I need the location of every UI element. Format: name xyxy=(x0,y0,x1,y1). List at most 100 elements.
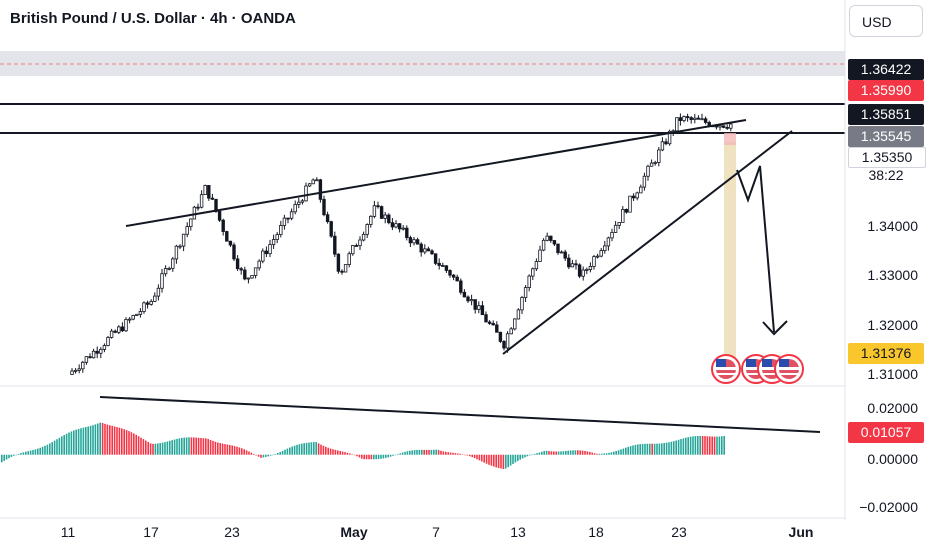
histogram-bar xyxy=(610,452,613,455)
histogram-bar xyxy=(89,425,92,455)
histogram-bar xyxy=(601,453,603,455)
histogram-bar xyxy=(92,425,94,455)
histogram-bar xyxy=(649,443,651,455)
candle-body xyxy=(322,198,326,216)
candle-body xyxy=(106,337,110,346)
histogram-bar xyxy=(481,454,483,462)
candle-body xyxy=(235,258,240,270)
histogram-bar xyxy=(567,450,569,455)
histogram-bar xyxy=(329,448,332,455)
candle-body xyxy=(444,265,449,271)
histogram-bar xyxy=(5,454,8,460)
candle-body xyxy=(81,361,85,370)
candle-body xyxy=(635,192,639,199)
candle-body xyxy=(451,274,456,278)
candle-body xyxy=(657,149,661,163)
histogram-bar xyxy=(701,435,704,455)
histogram-bar xyxy=(519,454,521,460)
candle-body xyxy=(513,318,517,330)
candle-body xyxy=(221,219,225,232)
histogram-bar xyxy=(495,454,497,468)
histogram-bar xyxy=(317,443,320,455)
histogram-bar xyxy=(229,444,231,455)
histogram-bar xyxy=(579,450,581,455)
histogram-bar xyxy=(543,451,545,455)
histogram-bar xyxy=(25,451,27,455)
histogram-bar xyxy=(581,450,584,455)
candle-body xyxy=(495,324,499,333)
histogram-bar xyxy=(109,425,111,455)
candle-body xyxy=(149,300,153,305)
histogram-bar xyxy=(190,437,193,455)
candle-body xyxy=(498,331,503,342)
histogram-bar xyxy=(214,441,217,455)
histogram-bar xyxy=(661,443,663,455)
histogram-bar xyxy=(514,454,517,463)
candle-body xyxy=(559,251,564,254)
histogram-bar xyxy=(217,442,219,455)
candle-body xyxy=(268,244,272,255)
histogram-bar xyxy=(512,454,514,464)
histogram-bar xyxy=(301,443,303,455)
histogram-bar xyxy=(147,441,149,455)
histogram-bar xyxy=(176,438,178,455)
histogram-bar xyxy=(152,443,154,455)
x-tick-label: 17 xyxy=(143,524,159,540)
x-tick-label: 7 xyxy=(432,524,440,540)
histogram-bar xyxy=(269,454,272,456)
histogram-bar xyxy=(123,429,125,455)
currency-button[interactable]: USD xyxy=(849,5,923,37)
histogram-bar xyxy=(421,449,423,455)
histogram-bar xyxy=(562,451,565,455)
histogram-bar xyxy=(389,454,392,457)
histogram-bar xyxy=(526,454,529,457)
histogram-bar xyxy=(325,446,327,455)
candle-body xyxy=(120,326,125,332)
candle-body xyxy=(156,287,161,297)
histogram-bar xyxy=(507,454,509,468)
histogram-bar xyxy=(680,439,682,455)
candle-body xyxy=(624,209,629,213)
event-markers[interactable] xyxy=(711,354,804,384)
histogram-bar xyxy=(509,454,512,466)
histogram-bar xyxy=(473,454,476,459)
histogram-bar xyxy=(353,454,356,456)
histogram-bar xyxy=(586,451,589,455)
histogram-bar xyxy=(466,454,469,456)
candle-body xyxy=(520,297,524,311)
candle-body xyxy=(682,116,686,121)
histogram-bar xyxy=(310,442,313,455)
histogram-bar xyxy=(500,454,502,469)
candle-body xyxy=(480,305,485,316)
candle-body xyxy=(131,315,135,320)
x-tick-label: Jun xyxy=(788,524,814,540)
candle-body xyxy=(153,295,157,302)
us-flag-icon[interactable] xyxy=(774,354,804,384)
histogram-bar xyxy=(104,423,106,455)
histogram-bar xyxy=(339,450,341,455)
candle-body xyxy=(307,183,312,187)
candle-body xyxy=(617,222,621,226)
candle-body xyxy=(639,186,643,194)
wedge-upper-trendline xyxy=(125,119,747,227)
x-tick-label: 23 xyxy=(224,524,240,540)
histogram-bar xyxy=(315,442,317,455)
histogram-bar xyxy=(257,454,260,457)
histogram-bar xyxy=(550,451,553,455)
candle-body xyxy=(228,240,233,246)
us-flag-icon[interactable] xyxy=(711,354,741,384)
candle-body xyxy=(347,253,351,265)
histogram-bar xyxy=(125,430,128,455)
histogram-bar xyxy=(445,451,447,455)
histogram-bar xyxy=(709,436,711,455)
histogram-bar xyxy=(457,453,459,455)
candle-body xyxy=(246,277,251,280)
candle-body xyxy=(160,273,164,289)
candle-body xyxy=(178,245,182,248)
candle-body xyxy=(372,205,377,217)
histogram-bar xyxy=(3,454,5,461)
histogram-bar xyxy=(166,441,169,455)
histogram-bar xyxy=(351,454,353,455)
histogram-bar xyxy=(394,454,397,456)
